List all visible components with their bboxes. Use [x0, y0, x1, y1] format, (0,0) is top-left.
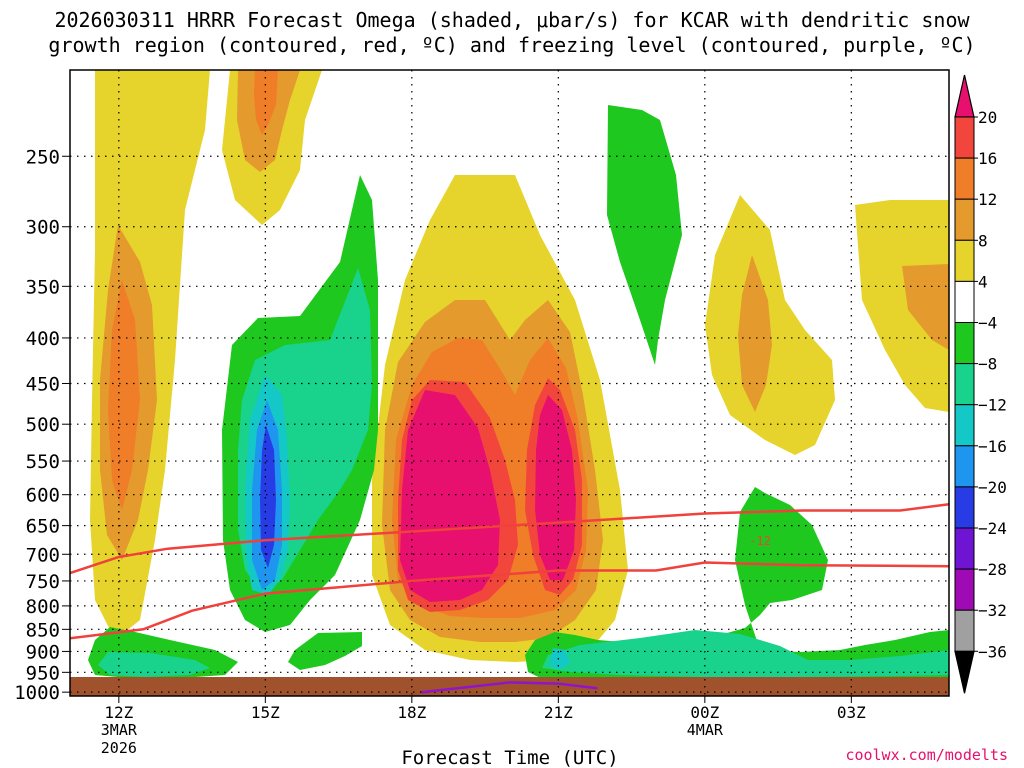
- colorbar-bin: [954, 74, 975, 118]
- y-tick-label: 450: [26, 373, 60, 395]
- y-tick-label: 950: [26, 662, 60, 684]
- colorbar-label: −8: [978, 355, 997, 374]
- colorbar-label: −16: [978, 437, 1007, 456]
- colorbar-label: 4: [978, 272, 988, 291]
- y-axis: 2503003504004505005506006507007508008509…: [14, 146, 70, 704]
- colorbar-bin: [954, 527, 975, 570]
- dgz-contour-minus18: [69, 561, 950, 640]
- y-tick-label: 600: [26, 485, 60, 507]
- y-tick-label: 1000: [14, 682, 60, 704]
- y-tick-label: 500: [26, 414, 60, 436]
- x-tick-date: 3MAR: [101, 721, 138, 739]
- x-tick-label: 18Z: [397, 703, 426, 722]
- colorbar-label: 20: [978, 108, 997, 127]
- y-tick-label: 650: [26, 516, 60, 538]
- y-tick-label: 400: [26, 328, 60, 350]
- colorbar-label: −36: [978, 642, 1007, 661]
- colorbar-label: −4: [978, 314, 997, 333]
- colorbar-label: 16: [978, 149, 997, 168]
- omega-region-gold: [902, 264, 949, 350]
- colorbar-label: 12: [978, 190, 997, 209]
- y-tick-label: 700: [26, 544, 60, 566]
- x-tick-label: 12Z: [104, 703, 133, 722]
- omega-region-orange: [254, 70, 278, 135]
- omega-region-seagreen: [542, 630, 949, 677]
- colorbar-label: −32: [978, 601, 1007, 620]
- colorbar-bin: [954, 198, 975, 241]
- colorbar-bin: [954, 322, 975, 365]
- y-tick-label: 350: [26, 276, 60, 298]
- colorbar-bin: [954, 404, 975, 447]
- y-tick-label: 900: [26, 641, 60, 663]
- colorbar-label: −28: [978, 560, 1007, 579]
- dgz-contour-label: -12: [749, 534, 771, 548]
- x-tick-date: 4MAR: [687, 721, 724, 739]
- x-tick-year: 2026: [101, 739, 137, 757]
- y-tick-label: 550: [26, 451, 60, 473]
- colorbar-label: −12: [978, 396, 1007, 415]
- omega-region-orange: [108, 280, 140, 510]
- omega-region-darkblue: [260, 425, 276, 568]
- y-tick-label: 750: [26, 571, 60, 593]
- footer-credit: coolwx.com/modelts: [845, 746, 1008, 764]
- y-tick-label: 250: [26, 146, 60, 168]
- colorbar-bin: [954, 157, 975, 200]
- x-tick-label: 15Z: [251, 703, 280, 722]
- omega-region-cyan: [550, 648, 570, 670]
- colorbar-bin: [954, 609, 975, 652]
- omega-region-magenta: [535, 395, 576, 580]
- omega-region-magenta: [400, 390, 500, 602]
- plot-area: -12: [69, 69, 950, 697]
- ground-strip: [70, 677, 949, 696]
- y-tick-label: 850: [26, 619, 60, 641]
- colorbar-label: 8: [978, 231, 988, 250]
- colorbar-label: −20: [978, 478, 1007, 497]
- colorbar: 20 16 12 8 4 −4 −8 −12 −16 −20 −24 −28 −32 −36: [954, 74, 1007, 694]
- x-tick-label: 00Z: [690, 703, 719, 722]
- colorbar-label: −24: [978, 519, 1007, 538]
- omega-region-seagreen: [98, 652, 210, 677]
- freezing-level-contour: [421, 681, 598, 694]
- omega-region-green: [607, 105, 682, 365]
- colorbar-bin: [954, 239, 975, 282]
- colorbar-bin: [954, 116, 975, 159]
- colorbar-bin: [954, 445, 975, 488]
- colorbar-bin: [954, 568, 975, 611]
- colorbar-bin: [954, 650, 975, 694]
- dgz-contour-minus12: [69, 502, 950, 575]
- colorbar-bin: [954, 280, 975, 323]
- colorbar-bin: [954, 486, 975, 529]
- chart-title-line1: 2026030311 HRRR Forecast Omega (shaded, …: [54, 8, 970, 32]
- x-tick-label: 03Z: [837, 703, 866, 722]
- omega-region-yellow: [855, 200, 949, 412]
- colorbar-bin: [954, 363, 975, 406]
- omega-region-gold: [738, 255, 772, 412]
- omega-region-green: [288, 632, 362, 670]
- x-tick-label: 21Z: [544, 703, 573, 722]
- y-tick-label: 300: [26, 217, 60, 239]
- y-tick-label: 800: [26, 596, 60, 618]
- x-axis-label: Forecast Time (UTC): [401, 747, 618, 768]
- omega-shading: [88, 70, 949, 683]
- chart-title-line2: growth region (contoured, red, ºC) and f…: [48, 33, 975, 57]
